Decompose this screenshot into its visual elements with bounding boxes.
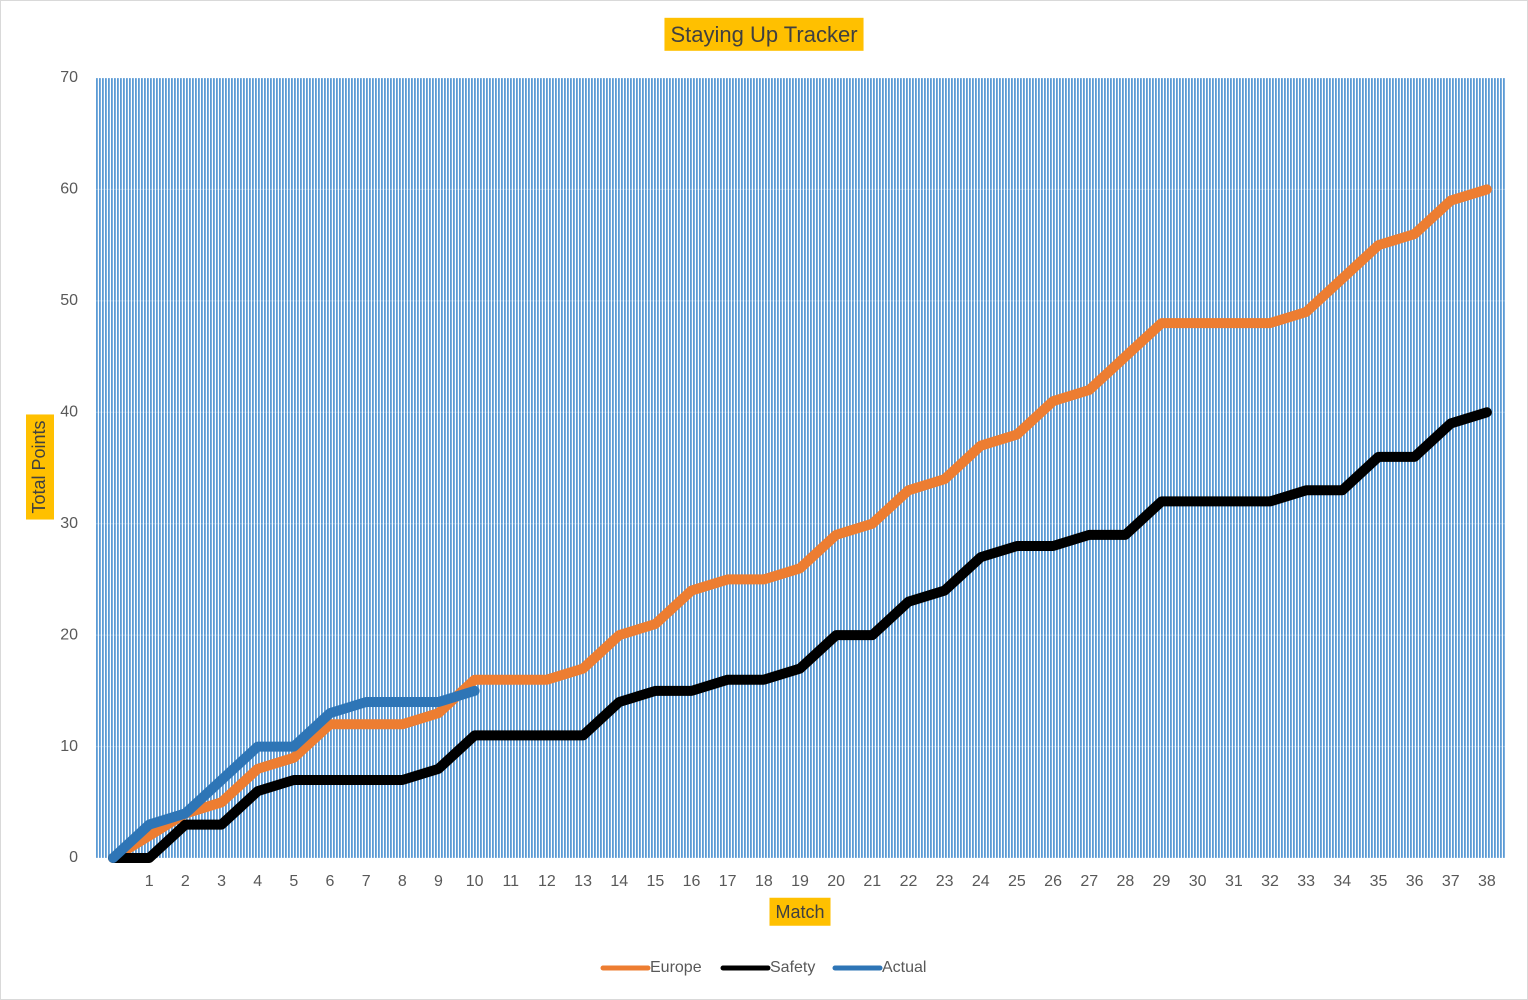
legend-label: Actual	[882, 959, 926, 976]
x-tick-label: 23	[936, 873, 954, 890]
x-tick-label: 32	[1261, 873, 1279, 890]
series-line	[108, 685, 480, 863]
x-tick-label: 36	[1406, 873, 1424, 890]
y-tick-label: 50	[60, 292, 78, 309]
x-tick-label: 31	[1225, 873, 1243, 890]
x-tick-label: 28	[1116, 873, 1134, 890]
x-tick-label: 15	[646, 873, 664, 890]
x-tick-label: 27	[1080, 873, 1098, 890]
x-tick-label: 13	[574, 873, 592, 890]
y-tick-label: 10	[60, 738, 78, 755]
y-tick-label: 20	[60, 626, 78, 643]
x-axis-label: Match	[775, 902, 824, 922]
x-tick-label: 4	[253, 873, 262, 890]
x-tick-label: 29	[1153, 873, 1171, 890]
x-tick-label: 17	[719, 873, 737, 890]
x-tick-label: 11	[502, 873, 519, 890]
x-tick-label: 30	[1189, 873, 1207, 890]
series-line	[108, 184, 1492, 863]
x-tick-label: 5	[289, 873, 298, 890]
y-axis-label: Total Points	[29, 420, 49, 513]
x-tick-label: 33	[1297, 873, 1315, 890]
x-tick-label: 6	[326, 873, 335, 890]
y-tick-label: 0	[69, 849, 78, 866]
legend-label: Safety	[770, 959, 815, 976]
x-tick-label: 26	[1044, 873, 1062, 890]
x-tick-label: 7	[362, 873, 371, 890]
x-tick-label: 22	[900, 873, 918, 890]
chart-title: Staying Up Tracker	[670, 22, 857, 47]
x-tick-label: 12	[538, 873, 556, 890]
y-tick-label: 40	[60, 404, 78, 421]
x-tick-label: 14	[610, 873, 628, 890]
y-tick-label: 70	[60, 69, 78, 86]
x-tick-label: 3	[217, 873, 226, 890]
x-tick-label: 21	[863, 873, 881, 890]
x-tick-label: 8	[398, 873, 407, 890]
x-tick-label: 9	[434, 873, 443, 890]
x-tick-label: 35	[1370, 873, 1388, 890]
y-tick-label: 30	[60, 515, 78, 532]
x-tick-label: 16	[683, 873, 701, 890]
series-line	[108, 407, 1492, 863]
x-tick-label: 37	[1442, 873, 1460, 890]
x-tick-label: 10	[466, 873, 484, 890]
x-tick-label: 38	[1478, 873, 1496, 890]
legend-label: Europe	[650, 959, 702, 976]
y-tick-label: 60	[60, 181, 78, 198]
x-tick-label: 24	[972, 873, 990, 890]
x-tick-label: 25	[1008, 873, 1026, 890]
label-box	[26, 414, 54, 520]
x-tick-label: 18	[755, 873, 773, 890]
label-box	[769, 897, 831, 926]
x-tick-label: 1	[145, 873, 154, 890]
label-box	[664, 17, 864, 51]
x-tick-label: 19	[791, 873, 809, 890]
x-tick-label: 20	[827, 873, 845, 890]
x-tick-label: 2	[181, 873, 190, 890]
x-tick-label: 34	[1333, 873, 1351, 890]
